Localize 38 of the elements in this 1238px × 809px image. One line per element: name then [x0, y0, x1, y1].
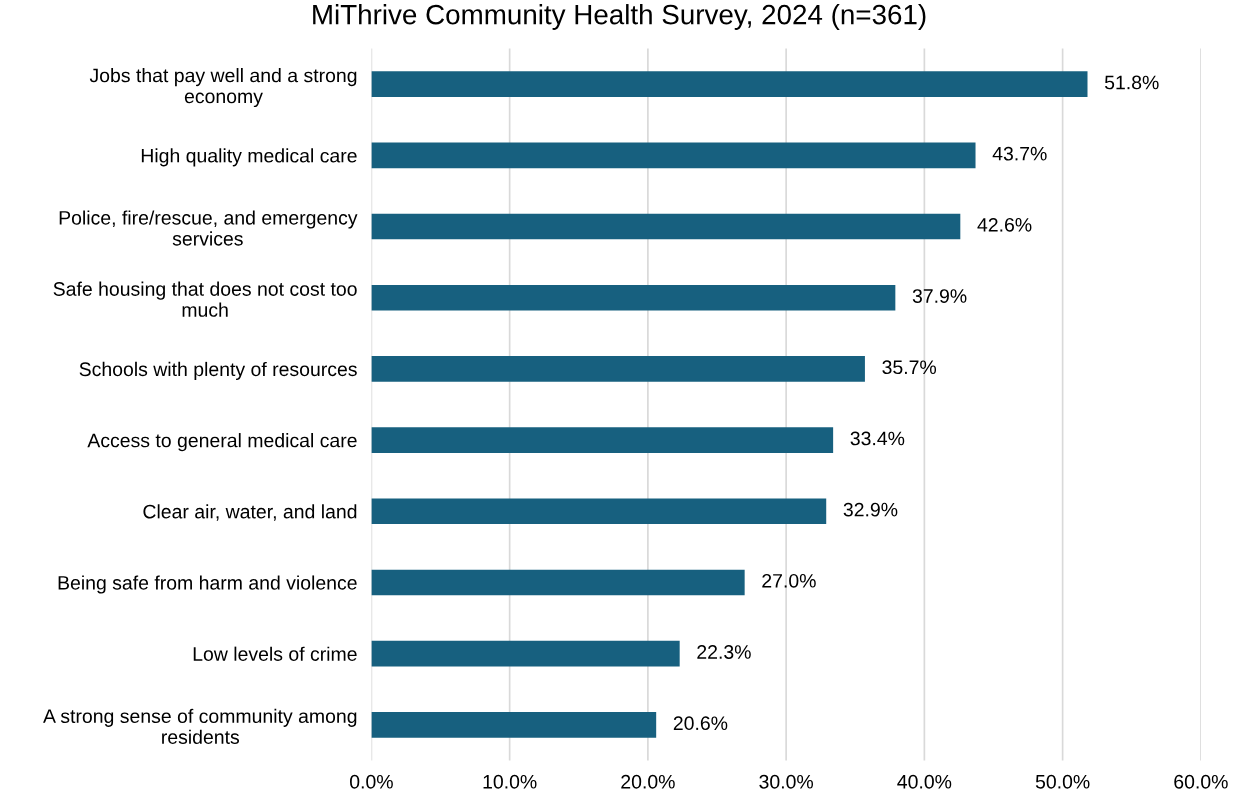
y-tick-label: A strong sense of community among residents — [43, 708, 357, 744]
y-tick-label: Access to general medical care — [87, 433, 357, 452]
y-tick-label: Low levels of crime — [193, 646, 357, 661]
bar — [371, 71, 1088, 97]
x-tick-label: 50.0% — [1035, 774, 1090, 789]
bar — [371, 356, 865, 382]
bar — [371, 640, 680, 667]
y-tick-label: Police, fire/rescue, and emergency services — [59, 210, 358, 246]
data-label: 20.6% — [673, 716, 728, 731]
data-label: 42.6% — [977, 217, 1032, 232]
bar — [371, 569, 745, 596]
bar — [371, 284, 896, 311]
data-label: 32.9% — [843, 502, 898, 517]
x-tick-label: 20.0% — [621, 774, 675, 789]
x-tick-label: 60.0% — [1174, 774, 1228, 789]
x-tick-label: 0.0% — [350, 774, 393, 789]
y-tick-label: Being safe from harm and violence — [58, 575, 357, 594]
chart-title: MiThrive Community Health Survey, 2024 (n=361) — [313, 4, 926, 30]
y-tick-label: Jobs that pay well and a strong economy — [89, 68, 357, 108]
data-label: 33.4% — [850, 431, 905, 446]
x-tick-label: 10.0% — [483, 774, 537, 789]
bar — [371, 213, 961, 240]
data-label: 22.3% — [697, 645, 751, 659]
y-tick-label: Clear air, water, and land — [143, 504, 357, 521]
x-tick-label: 40.0% — [897, 774, 952, 789]
y-tick-label: Schools with plenty of resources — [79, 361, 357, 380]
data-label: 37.9% — [912, 289, 967, 303]
data-label: 43.7% — [992, 146, 1047, 161]
data-label: 27.0% — [762, 573, 816, 588]
y-tick-label: Safe housing that does not cost too much — [53, 281, 357, 317]
bar — [371, 712, 657, 738]
x-tick-label: 30.0% — [759, 774, 814, 789]
data-label: 51.8% — [1104, 75, 1159, 90]
bar — [371, 142, 976, 169]
bar — [371, 498, 827, 525]
data-label: 35.7% — [882, 360, 937, 375]
bar — [371, 427, 834, 453]
y-tick-label: High quality medical care — [141, 148, 357, 167]
